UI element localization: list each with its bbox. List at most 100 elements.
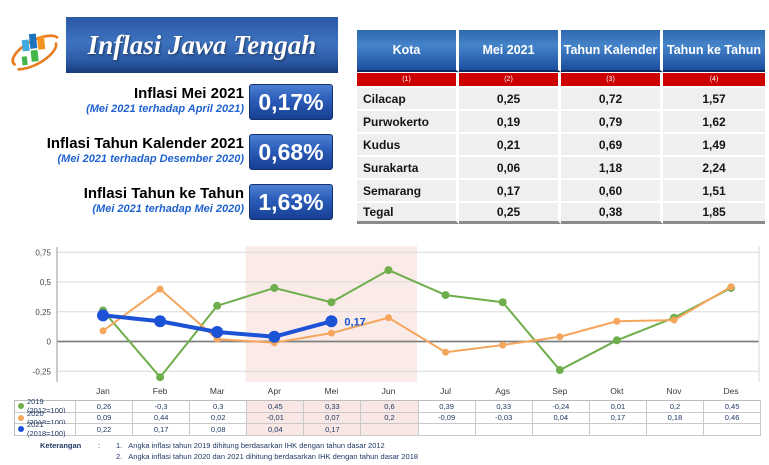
data-point — [384, 266, 393, 275]
data-point — [613, 317, 621, 325]
x-tick-label: Okt — [610, 386, 624, 396]
city-value: 0,72 — [561, 86, 663, 109]
legend-cell: 2021 (2018=100) — [15, 420, 76, 438]
series-value-cell — [532, 424, 590, 436]
x-tick-label: Mar — [210, 386, 225, 396]
series-value-cell: 0,17 — [304, 424, 362, 436]
data-point — [156, 285, 164, 293]
data-point — [441, 291, 450, 300]
page-title: Inflasi Jawa Tengah — [66, 17, 338, 73]
city-value: 1,18 — [561, 155, 663, 178]
series-value-cell: 0,46 — [704, 412, 762, 424]
stat-label: Inflasi Tahun ke Tahun — [83, 185, 244, 202]
city-value: 0,60 — [561, 178, 663, 201]
data-point — [499, 341, 507, 349]
stat-inflasi-bulanan: Inflasi Mei 2021 (Mei 2021 terhadap Apri… — [0, 84, 338, 121]
stat-tahun-ke-tahun: Inflasi Tahun ke Tahun (Mei 2021 terhada… — [0, 184, 338, 221]
footnote-item: 2. Angka inflasi tahun 2020 dan 2021 dih… — [116, 452, 419, 461]
y-tick-label: 0,25 — [35, 308, 51, 317]
x-tick-label: Sep — [552, 386, 567, 396]
series-value-cell: 0,01 — [589, 401, 647, 413]
series-value-cell: 0,39 — [418, 401, 476, 413]
series-value-cell: 0,04 — [247, 424, 305, 436]
city-row-semarang: Semarang 0,17 0,60 1,51 — [357, 178, 765, 201]
inflation-line-chart: 0,75 0,5 0,25 0 -0,25 Jan Feb Mar Apr Mei Jun Jul Ag… — [0, 242, 769, 400]
x-tick-label: Jan — [96, 386, 110, 396]
series-value-cell: -0,09 — [418, 412, 476, 424]
series-data-table: 2019 (2012=100) 0,26 -0,3 0,3 0,45 0,33 0,6 0,3… — [14, 397, 762, 438]
x-tick-label: Jul — [440, 386, 451, 396]
city-value: 0,21 — [459, 132, 561, 155]
series-value-cell: 0,08 — [190, 424, 248, 436]
city-value: 0,19 — [459, 109, 561, 132]
y-tick-label: 0,75 — [35, 248, 51, 257]
city-inflation-table: Kota Mei 2021 Tahun Kalender Tahun ke Ta… — [357, 30, 765, 224]
series-value-cell: 0,17 — [133, 424, 191, 436]
data-point — [385, 314, 392, 322]
x-tick-label: Mei — [325, 386, 339, 396]
city-value: 1,51 — [663, 178, 765, 201]
series-value-cell — [704, 424, 762, 436]
city-name: Purwokerto — [357, 109, 459, 132]
city-value: 1,62 — [663, 109, 765, 132]
data-point — [442, 348, 450, 356]
stat-sublabel: (Mei 2021 terhadap Desember 2020) — [57, 153, 244, 165]
series-value-cell — [361, 424, 419, 436]
series-value-cell: -0,3 — [133, 401, 191, 413]
data-point — [327, 298, 336, 307]
city-name: Surakarta — [357, 155, 459, 178]
column-number-row: (1) (2) (3) (4) — [357, 72, 765, 86]
legend-label: 2020 (2018=100) — [27, 408, 66, 427]
series-value-cell: 0,2 — [646, 401, 705, 413]
series-value-cell — [418, 424, 476, 436]
city-table-body: Cilacap 0,25 0,72 1,57 Purwokerto 0,19 0,79 1,6… — [357, 86, 765, 224]
legend-dot-icon — [18, 426, 24, 433]
city-row-kudus: Kudus 0,21 0,69 1,49 — [357, 132, 765, 155]
series-value-cell: 0,45 — [704, 401, 762, 413]
x-tick-label: Nov — [666, 386, 682, 396]
data-point — [498, 298, 507, 307]
series-value-cell: 0,6 — [361, 401, 419, 413]
series-value-cell: 0,18 — [646, 412, 705, 424]
stat-label: Inflasi Mei 2021 — [133, 85, 244, 102]
series-value-cell: -0,24 — [532, 401, 590, 413]
chart-svg: 0,75 0,5 0,25 0 -0,25 Jan Feb Mar Apr Mei Jun Jul Ag… — [33, 246, 760, 396]
series-value-cell — [589, 424, 647, 436]
data-point — [670, 316, 678, 324]
city-row-cilacap: Cilacap 0,25 0,72 1,57 — [357, 86, 765, 109]
data-point — [213, 301, 222, 310]
x-tick-label: Feb — [153, 386, 168, 396]
series-value-cell: 0,02 — [190, 412, 248, 424]
legend-label: 2019 (2012=100) — [27, 397, 66, 416]
stat-sublabel: (Mei 2021 terhadap Mei 2020) — [92, 203, 244, 215]
legend-dot-icon — [18, 403, 24, 410]
series-value-cell: 0,17 — [589, 412, 647, 424]
series-value-cell: 0,44 — [133, 412, 191, 424]
city-name: Tegal — [357, 201, 459, 224]
table-header-row: Kota Mei 2021 Tahun Kalender Tahun ke Ta… — [357, 30, 765, 72]
city-value: 0,79 — [561, 109, 663, 132]
stat-tahun-kalender: Inflasi Tahun Kalender 2021 (Mei 2021 te… — [0, 134, 338, 171]
series-value-cell: 0,26 — [76, 401, 134, 413]
city-value: 0,69 — [561, 132, 663, 155]
series-value-cell: 0,33 — [475, 401, 533, 413]
legend-cell: 2020 (2018=100) — [15, 409, 76, 427]
data-point — [99, 327, 107, 335]
city-value: 1,85 — [663, 201, 765, 224]
city-value: 2,24 — [663, 155, 765, 178]
stat-value-badge: 0,68% — [249, 134, 333, 170]
stats-panel: Inflasi Mei 2021 (Mei 2021 terhadap Apri… — [0, 84, 338, 234]
stat-sublabel: (Mei 2021 terhadap April 2021) — [86, 103, 244, 115]
series-value-cell: 0,07 — [304, 412, 362, 424]
x-tick-label: Ags — [495, 386, 510, 396]
series-line — [102, 269, 732, 379]
col-header-tahun-ke-tahun: Tahun ke Tahun — [663, 30, 765, 72]
series-value-cell: 0,2 — [361, 412, 419, 424]
x-tick-label: Des — [724, 386, 739, 396]
data-point — [555, 366, 564, 375]
col-header-tahun-kalender: Tahun Kalender — [561, 30, 663, 72]
city-value: 0,06 — [459, 155, 561, 178]
series-value-cell: 0,09 — [76, 412, 134, 424]
data-point — [97, 309, 109, 322]
x-tick-label: Jun — [382, 386, 396, 396]
